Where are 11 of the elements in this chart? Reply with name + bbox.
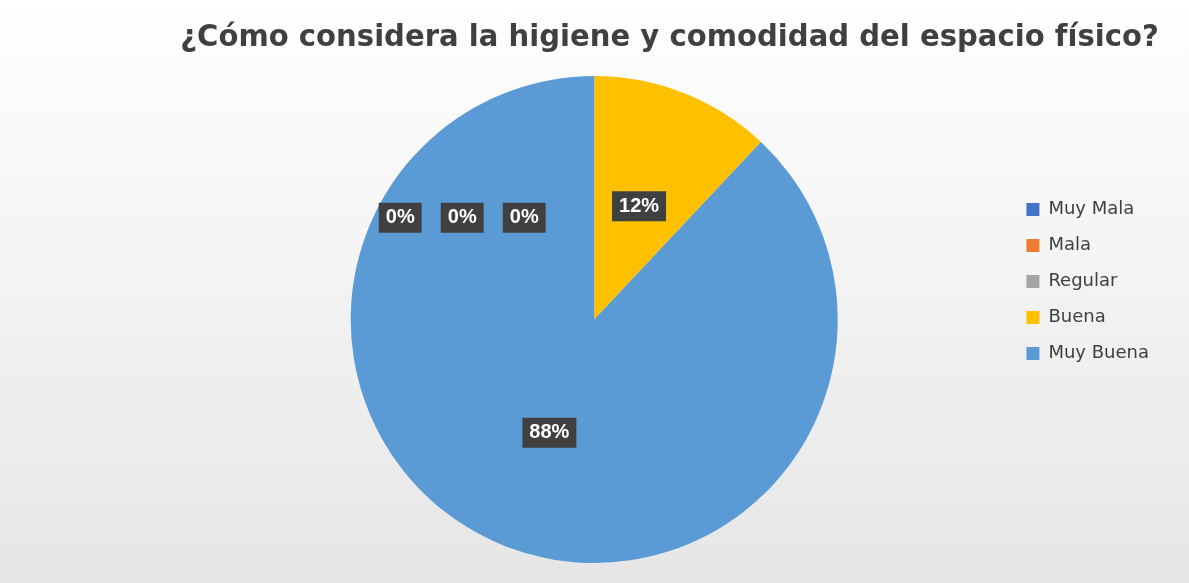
legend-label: Mala (1048, 233, 1092, 255)
text: 0% (447, 205, 477, 228)
data-label: 88% (529, 420, 570, 443)
legend-label: Regular (1048, 269, 1119, 291)
chart-title: ¿Cómo considera la higiene y comodidad del espacio físico? (180, 18, 1159, 53)
legend-label: Muy Mala (1048, 197, 1135, 219)
legend-label: Buena (1048, 305, 1106, 327)
data-label: 12% (619, 193, 660, 216)
text: 0% (509, 205, 539, 228)
legend-label: Muy Buena (1048, 341, 1150, 363)
text: 0% (385, 205, 415, 228)
